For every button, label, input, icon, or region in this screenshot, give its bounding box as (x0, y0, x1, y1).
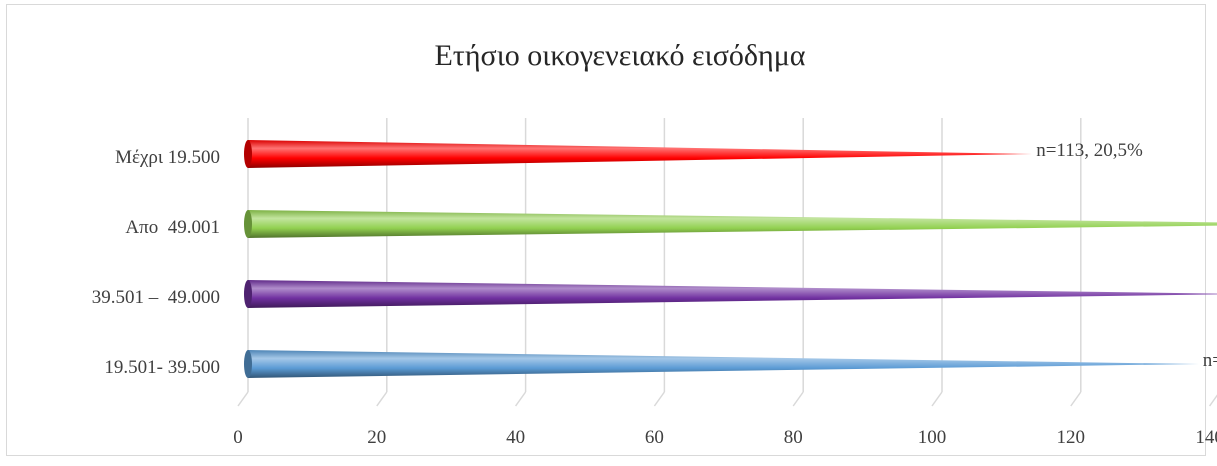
bar-base (244, 350, 252, 378)
bar-base (244, 140, 252, 168)
bar (248, 280, 1217, 308)
gridline-floor (376, 391, 388, 407)
data-labels: n=137, 24,8%n=144, 26,1%n=158, 28,6%n=11… (1036, 140, 1217, 371)
y-axis-category-labels: 19.501- 39.500 39.501 – 49.000 Απο 49.001 Μ… (92, 147, 220, 378)
bar-base (244, 210, 252, 238)
gridline-floor (1208, 394, 1217, 407)
category-label: Μέχρι 19.500 (115, 147, 220, 168)
chart-title: Ετήσιο οικογενειακό εισόδημα (434, 39, 805, 72)
category-label: 19.501- 39.500 (104, 357, 220, 378)
data-label: n=113, 20,5% (1036, 140, 1143, 161)
category-label: 39.501 – 49.000 (92, 287, 220, 308)
x-tick-label: 0 (233, 427, 243, 448)
x-tick-label: 60 (645, 427, 664, 448)
bar (248, 350, 1199, 378)
bar (248, 210, 1217, 238)
bar-base (244, 280, 252, 308)
gridline-floor (792, 391, 804, 407)
x-tick-label: 80 (784, 427, 803, 448)
bar (248, 140, 1033, 168)
gridline-floor (514, 391, 527, 407)
gridline-floor (931, 391, 943, 407)
x-tick-label: 40 (506, 427, 525, 448)
x-tick-label: 100 (918, 427, 947, 448)
gridline-floor (237, 391, 249, 407)
x-tick-label: 120 (1057, 427, 1086, 448)
x-tick-label: 140 (1195, 427, 1217, 448)
bars (244, 140, 1217, 378)
data-label: n=137, 24,8% (1203, 350, 1217, 371)
gridline-floor (1070, 391, 1082, 407)
gridline-floor (653, 391, 666, 407)
x-axis-tick-labels: 020406080100120140160 (233, 427, 1217, 448)
category-label: Απο 49.001 (125, 217, 220, 238)
x-tick-label: 20 (367, 427, 386, 448)
